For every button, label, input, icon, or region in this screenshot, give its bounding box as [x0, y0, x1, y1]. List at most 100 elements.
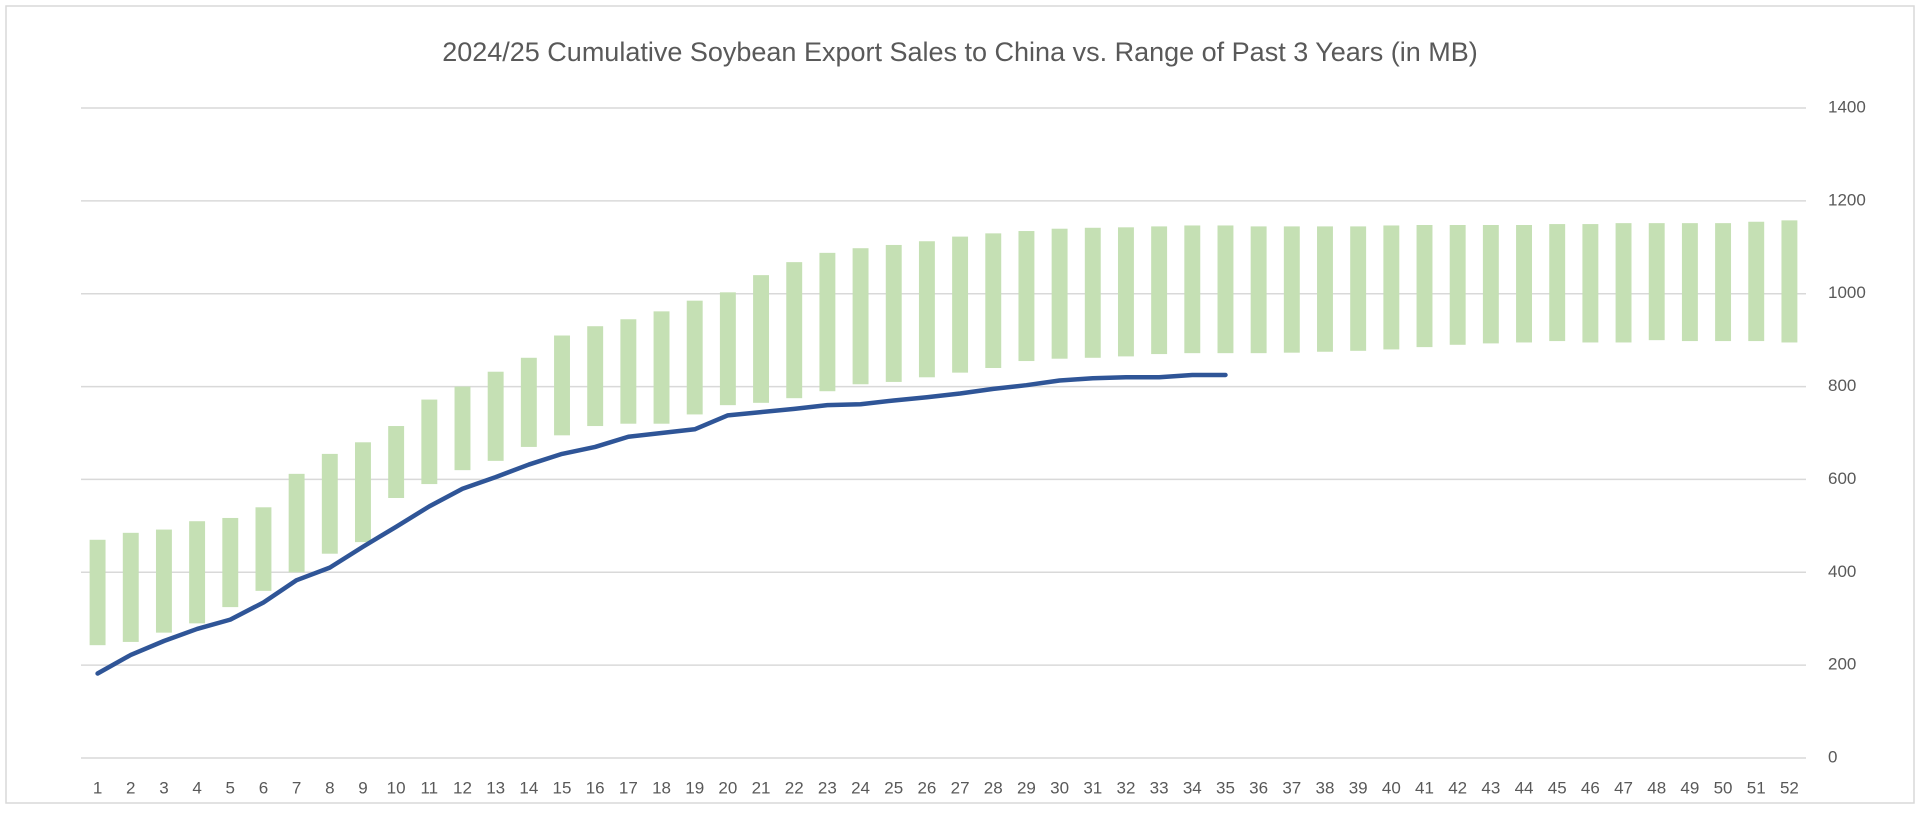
y-tick-label: 800	[1828, 376, 1856, 395]
range-bar	[587, 326, 604, 427]
range-bar	[1615, 223, 1632, 343]
range-bar	[786, 262, 803, 399]
y-tick-label: 1000	[1828, 283, 1866, 302]
x-tick-label: 31	[1083, 778, 1102, 797]
x-tick-label: 26	[917, 778, 936, 797]
range-bar	[1051, 228, 1068, 359]
range-bar	[885, 244, 902, 382]
x-tick-label: 5	[226, 778, 235, 797]
chart-border	[5, 5, 1915, 804]
x-tick-label: 21	[752, 778, 771, 797]
range-bar	[1117, 227, 1134, 357]
x-tick-label: 49	[1680, 778, 1699, 797]
range-bar	[1781, 220, 1798, 343]
range-bar	[122, 532, 139, 642]
range-bar	[1582, 224, 1599, 343]
range-bar	[1151, 226, 1168, 355]
x-tick-label: 13	[486, 778, 505, 797]
range-bar	[952, 236, 969, 373]
x-tick-label: 4	[192, 778, 201, 797]
x-tick-label: 33	[1150, 778, 1169, 797]
range-bar	[852, 248, 869, 385]
range-bar	[753, 275, 770, 403]
range-bar	[189, 521, 206, 624]
x-tick-label: 8	[325, 778, 334, 797]
x-tick-label: 40	[1382, 778, 1401, 797]
x-tick-label: 1	[93, 778, 102, 797]
x-tick-label: 6	[259, 778, 268, 797]
x-tick-label: 2	[126, 778, 135, 797]
range-bar	[1018, 231, 1035, 362]
range-bar	[1350, 226, 1367, 351]
x-tick-label: 39	[1349, 778, 1368, 797]
x-tick-label: 7	[292, 778, 301, 797]
range-bar	[985, 233, 1002, 368]
range-bar	[288, 473, 305, 573]
x-tick-label: 52	[1780, 778, 1799, 797]
range-bar	[1084, 227, 1101, 358]
range-bar	[321, 453, 338, 554]
x-tick-label: 35	[1216, 778, 1235, 797]
range-bar	[554, 335, 570, 436]
range-bar	[487, 371, 504, 461]
range-bar	[1184, 225, 1201, 354]
range-bar	[222, 517, 239, 608]
x-tick-label: 22	[785, 778, 804, 797]
x-tick-label: 48	[1647, 778, 1666, 797]
range-bar	[1748, 221, 1765, 342]
x-tick-label: 12	[453, 778, 472, 797]
range-bar	[1383, 225, 1400, 350]
range-bar	[1217, 225, 1234, 354]
x-tick-label: 42	[1448, 778, 1467, 797]
range-bar	[686, 300, 703, 415]
range-bar	[388, 426, 405, 498]
x-tick-label: 34	[1183, 778, 1202, 797]
range-bar	[918, 241, 935, 378]
line	[95, 372, 1228, 676]
range-bar	[1549, 224, 1566, 342]
range-bar	[155, 529, 172, 633]
chart-title: 2024/25 Cumulative Soybean Export Sales …	[442, 37, 1478, 67]
range-bar	[520, 357, 537, 447]
x-tick-label: 47	[1614, 778, 1633, 797]
range-bar	[653, 311, 670, 424]
range-bar	[1681, 223, 1698, 342]
range-bar	[719, 292, 736, 406]
range-bar	[89, 539, 106, 646]
x-tick-label: 15	[553, 778, 572, 797]
x-tick-label: 50	[1714, 778, 1733, 797]
x-tick-label: 20	[718, 778, 737, 797]
range-bar	[1283, 226, 1300, 353]
x-tick-label: 43	[1481, 778, 1500, 797]
x-tick-label: 25	[884, 778, 903, 797]
y-tick-label: 600	[1828, 469, 1856, 488]
x-tick-label: 10	[387, 778, 406, 797]
x-tick-label: 11	[420, 778, 438, 797]
range-bar	[255, 507, 272, 591]
x-tick-label: 27	[951, 778, 970, 797]
y-tick-label: 0	[1828, 747, 1837, 766]
x-tick-label: 24	[851, 778, 870, 797]
range-bar	[1416, 225, 1433, 348]
range-bar	[1648, 223, 1665, 341]
x-tick-label: 23	[818, 778, 837, 797]
x-tick-label: 29	[1017, 778, 1036, 797]
range-bar	[355, 442, 371, 543]
range-bar	[1516, 225, 1532, 343]
x-tick-label: 19	[685, 778, 704, 797]
range-bar	[1317, 226, 1333, 352]
x-tick-label: 17	[619, 778, 638, 797]
range-bar	[1715, 223, 1732, 342]
y-tick-label: 1400	[1828, 97, 1866, 116]
y-tick-label: 400	[1828, 562, 1856, 581]
x-tick-label: 44	[1515, 778, 1534, 797]
x-tick-label: 46	[1581, 778, 1600, 797]
x-tick-label: 41	[1415, 778, 1434, 797]
range-bar	[454, 386, 471, 471]
range-bar	[421, 399, 438, 485]
y-tick-label: 1200	[1828, 190, 1866, 209]
x-tick-label: 51	[1747, 778, 1766, 797]
x-tick-label: 36	[1249, 778, 1268, 797]
x-tick-label: 38	[1316, 778, 1335, 797]
